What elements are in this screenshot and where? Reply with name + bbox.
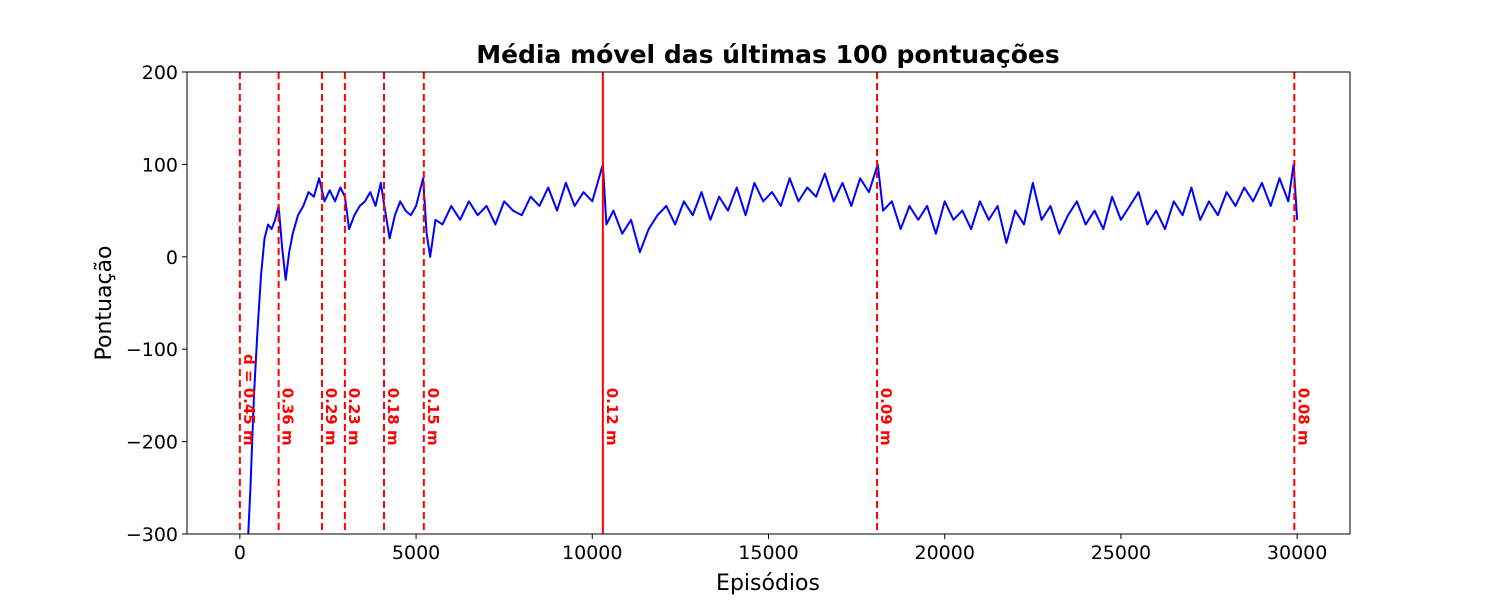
annotation-label: 0.23 m [345,388,363,446]
y-tick-label: 100 [142,154,178,176]
x-tick-label: 25000 [1091,542,1151,564]
chart-title: Média móvel das últimas 100 pontuações [476,40,1060,69]
x-tick-label: 0 [234,542,246,564]
x-tick-label: 5000 [392,542,440,564]
annotation-label: 0.18 m [384,388,402,446]
y-tick-label: −100 [126,339,178,361]
y-tick-label: −200 [126,432,178,454]
x-tick-label: 10000 [562,542,622,564]
x-tick-label: 15000 [738,542,798,564]
plot-area [238,72,1299,534]
annotation-label: 0.08 m [1294,388,1312,446]
annotation-label: 0.09 m [877,388,895,446]
annotation-label: 0.12 m [603,388,621,446]
x-axis-label: Episódios [716,571,820,596]
y-tick-label: 0 [166,247,178,269]
y-tick-label: 200 [142,62,178,84]
data-line [247,163,1299,534]
y-axis-label: Pontuação [92,246,117,361]
x-tick-label: 30000 [1267,542,1327,564]
x-tick-label: 20000 [914,542,974,564]
annotation-label: 0.36 m [279,388,297,446]
annotation-label: 0.29 m [322,388,340,446]
plot-frame [186,71,1351,535]
y-tick-label: −300 [126,524,178,546]
annotation-label: d = 0.45 m [240,354,258,446]
annotation-label: 0.15 m [424,388,442,446]
